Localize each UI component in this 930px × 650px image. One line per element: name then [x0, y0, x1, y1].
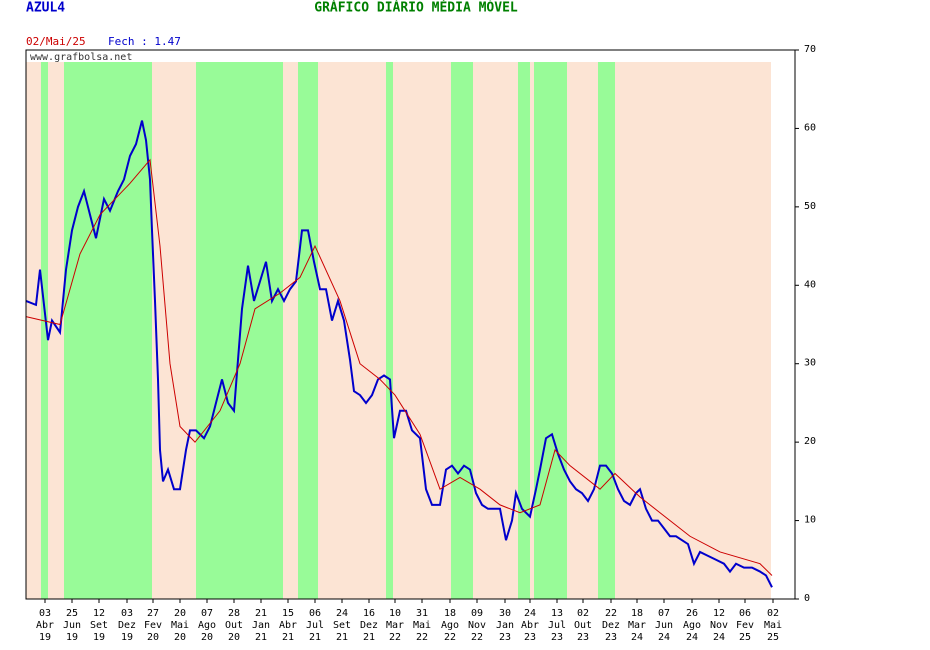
x-tick-label: 12 Nov 24: [710, 608, 728, 643]
x-tick-label: 02 Out 23: [574, 608, 592, 643]
y-tick-label: 70: [804, 44, 816, 55]
chart-title: GRÁFICO DIÁRIO MÉDIA MÓVEL: [314, 0, 518, 16]
y-tick-label: 10: [804, 515, 816, 526]
green-band: [451, 62, 473, 599]
watermark: www.grafbolsa.net: [30, 52, 132, 63]
green-band: [598, 62, 615, 599]
y-tick-label: 60: [804, 122, 816, 133]
x-tick-label: 10 Mar 22: [386, 608, 404, 643]
green-band: [518, 62, 530, 599]
green-band: [64, 62, 152, 599]
price-line: [25, 158, 773, 576]
x-tick-label: 24 Abr 23: [521, 608, 539, 643]
x-tick-label: 18 Mar 24: [628, 608, 646, 643]
y-tick-label: 0: [804, 593, 810, 604]
x-tick-label: 16 Dez 21: [360, 608, 378, 643]
date: 02/Mai/25: [26, 35, 86, 48]
y-tick-label: 30: [804, 358, 816, 369]
x-tick-label: 12 Set 19: [90, 608, 108, 643]
ticker: AZUL4: [26, 1, 65, 16]
x-tick-label: 22 Dez 23: [602, 608, 620, 643]
x-tick-label: 27 Fev 20: [144, 608, 162, 643]
x-tick-label: 20 Mai 20: [171, 608, 189, 643]
x-tick-label: 24 Set 21: [333, 608, 351, 643]
x-tick-label: 26 Ago 24: [683, 608, 701, 643]
close: Fech : 1.47: [108, 35, 181, 48]
x-tick-label: 18 Ago 22: [441, 608, 459, 643]
x-tick-label: 06 Fev 25: [736, 608, 754, 643]
y-tick-label: 50: [804, 201, 816, 212]
plot-frame: [25, 49, 796, 600]
x-tick-label: 21 Jan 21: [252, 608, 270, 643]
x-tick-label: 30 Jan 23: [496, 608, 514, 643]
y-tick-label: 20: [804, 436, 816, 447]
x-tick-label: 06 Jul 21: [306, 608, 324, 643]
x-tick-label: 09 Nov 22: [468, 608, 486, 643]
x-tick-label: 03 Dez 19: [118, 608, 136, 643]
x-tick-label: 02 Mai 25: [764, 608, 782, 643]
x-tick-label: 28 Out 20: [225, 608, 243, 643]
green-band: [534, 62, 567, 599]
green-band: [298, 62, 318, 599]
x-tick-label: 07 Jun 24: [655, 608, 673, 643]
x-tick-label: 25 Jun 19: [63, 608, 81, 643]
x-tick-label: 15 Abr 21: [279, 608, 297, 643]
green-band: [386, 62, 393, 599]
y-tick-label: 40: [804, 279, 816, 290]
x-tick-label: 13 Jul 23: [548, 608, 566, 643]
x-tick-label: 03 Abr 19: [36, 608, 54, 643]
green-band: [41, 62, 48, 599]
x-tick-label: 31 Mai 22: [413, 608, 431, 643]
x-tick-label: 07 Ago 20: [198, 608, 216, 643]
